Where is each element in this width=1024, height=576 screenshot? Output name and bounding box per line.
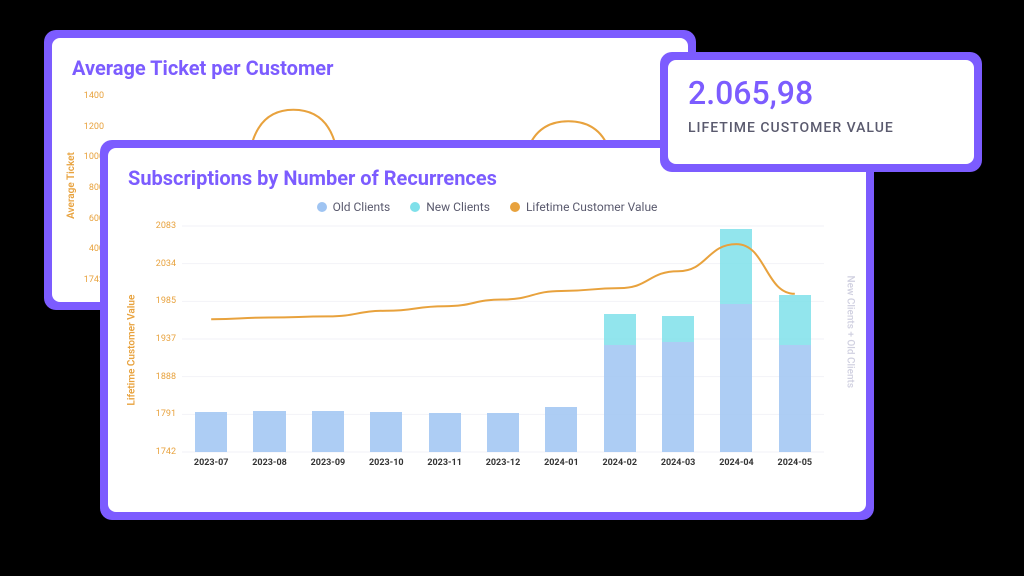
bar-old-clients bbox=[604, 345, 636, 452]
bar-old-clients bbox=[312, 411, 344, 452]
subscriptions-xtick: 2024-03 bbox=[661, 458, 696, 468]
subscriptions-xtick: 2023-09 bbox=[311, 458, 346, 468]
subscriptions-ylabel: Lifetime Customer Value bbox=[127, 286, 138, 406]
subscriptions-xtick: 2023-08 bbox=[252, 458, 287, 468]
bar-old-clients bbox=[779, 345, 811, 452]
stat-value: 2.065,98 bbox=[688, 74, 954, 112]
legend-label: Old Clients bbox=[333, 200, 391, 214]
bar-new-clients bbox=[662, 316, 694, 341]
bar-new-clients bbox=[604, 314, 636, 345]
subscriptions-xtick: 2023-12 bbox=[486, 458, 521, 468]
legend-dot-icon bbox=[410, 202, 420, 212]
subscriptions-card: Subscriptions by Number of Recurrences O… bbox=[108, 148, 866, 512]
bar-old-clients bbox=[720, 304, 752, 452]
subscriptions-legend: Old Clients New Clients Lifetime Customer … bbox=[128, 200, 846, 214]
legend-item: Lifetime Customer Value bbox=[510, 200, 657, 214]
legend-item: Old Clients bbox=[317, 200, 391, 214]
legend-item: New Clients bbox=[410, 200, 490, 214]
bar-old-clients bbox=[662, 342, 694, 452]
legend-dot-icon bbox=[317, 202, 327, 212]
bar-old-clients bbox=[545, 407, 577, 452]
bar-old-clients bbox=[370, 412, 402, 452]
avg-ticket-title: Average Ticket per Customer bbox=[72, 56, 668, 80]
legend-label: Lifetime Customer Value bbox=[526, 200, 657, 214]
stat-card: 2.065,98 LIFETIME CUSTOMER VALUE bbox=[668, 60, 974, 164]
subscriptions-y2label: New Clients + Old Clients bbox=[845, 276, 856, 416]
legend-dot-icon bbox=[510, 202, 520, 212]
bar-new-clients bbox=[720, 229, 752, 304]
bar-old-clients bbox=[429, 413, 461, 452]
subscriptions-xtick: 2023-07 bbox=[194, 458, 229, 468]
bar-old-clients bbox=[253, 411, 285, 452]
stat-label: LIFETIME CUSTOMER VALUE bbox=[688, 120, 954, 136]
subscriptions-xtick: 2024-05 bbox=[778, 458, 813, 468]
subscriptions-xtick: 2024-04 bbox=[719, 458, 754, 468]
subscriptions-xtick: 2024-02 bbox=[602, 458, 637, 468]
bar-new-clients bbox=[779, 295, 811, 345]
subscriptions-xtick: 2023-10 bbox=[369, 458, 404, 468]
legend-label: New Clients bbox=[426, 200, 490, 214]
subscriptions-xtick: 2024-01 bbox=[544, 458, 579, 468]
subscriptions-xtick: 2023-11 bbox=[427, 458, 462, 468]
bar-old-clients bbox=[487, 413, 519, 452]
bar-old-clients bbox=[195, 412, 227, 452]
subscriptions-plot: Lifetime Customer Value New Clients + Ol… bbox=[142, 220, 842, 480]
